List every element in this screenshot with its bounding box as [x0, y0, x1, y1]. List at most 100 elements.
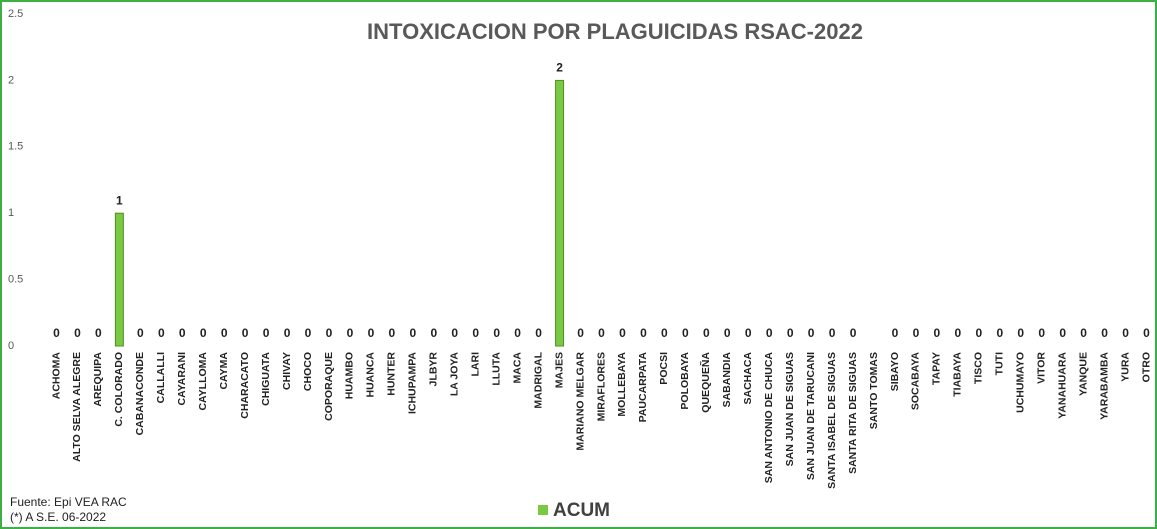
- y-tick-label: 1: [8, 207, 14, 219]
- data-label: 0: [368, 326, 375, 340]
- data-label: 0: [1038, 326, 1045, 340]
- x-tick-label: YANQUE: [1077, 352, 1089, 396]
- x-tick-label: C. COLORADO: [113, 352, 125, 427]
- x-tick-label: SANTA ISABEL DE SIGUAS: [826, 352, 838, 489]
- x-tick-label: MIRAFLORES: [595, 352, 607, 421]
- data-label: 0: [975, 326, 982, 340]
- legend-swatch: [538, 505, 548, 515]
- x-tick-label: AREQUIPA: [92, 352, 104, 407]
- data-label: 0: [95, 326, 102, 340]
- x-tick-label: HUNTER: [386, 352, 398, 396]
- data-label: 0: [347, 326, 354, 340]
- data-label: 0: [1059, 326, 1066, 340]
- y-tick-label: 0.5: [8, 274, 23, 286]
- data-label: 0: [305, 326, 312, 340]
- data-label: 0: [619, 326, 626, 340]
- data-label: 0: [1101, 326, 1108, 340]
- data-label: 0: [892, 326, 899, 340]
- data-label: 0: [850, 326, 857, 340]
- x-tick-label: MADRIGAL: [532, 351, 544, 408]
- bar: [555, 79, 565, 347]
- x-tick-label: TAPAY: [931, 352, 943, 385]
- x-tick-label: CALLALLI: [155, 352, 167, 403]
- x-tick-label: POLOBAYA: [679, 352, 691, 410]
- data-label: 0: [787, 326, 794, 340]
- x-tick-label: SAN JUAN DE SIGUAS: [784, 352, 796, 466]
- data-label: 0: [955, 326, 962, 340]
- data-label: 0: [263, 326, 270, 340]
- x-tick-label: ALTO SELVA ALEGRE: [71, 352, 83, 462]
- data-label: 0: [158, 326, 165, 340]
- data-label: 0: [703, 326, 710, 340]
- data-label: 0: [598, 326, 605, 340]
- data-label: 0: [284, 326, 291, 340]
- data-label: 0: [137, 326, 144, 340]
- x-tick-label: VITOR: [1035, 352, 1047, 384]
- data-label: 0: [221, 326, 228, 340]
- data-label: 0: [1122, 326, 1129, 340]
- data-label: 0: [661, 326, 668, 340]
- data-label: 0: [472, 326, 479, 340]
- data-label: 0: [577, 326, 584, 340]
- x-tick-label: CAYARANI: [176, 352, 188, 406]
- x-tick-label: COPORAQUE: [323, 352, 335, 421]
- data-label: 0: [745, 326, 752, 340]
- data-label: 0: [1143, 326, 1150, 340]
- data-label: 0: [430, 326, 437, 340]
- x-tick-label: CABANACONDE: [134, 352, 146, 435]
- data-label: 0: [53, 326, 60, 340]
- x-tick-label: MARIANO MELGAR: [574, 352, 586, 451]
- data-label: 0: [808, 326, 815, 340]
- data-label: 0: [766, 326, 773, 340]
- note: (*) A S.E. 06-2022: [10, 510, 106, 524]
- x-tick-label: TUTI: [994, 352, 1006, 375]
- data-label: 0: [829, 326, 836, 340]
- x-tick-label: SANTA RITA DE SIGUAS: [847, 352, 859, 474]
- x-tick-label: HUAMBO: [344, 352, 356, 399]
- x-tick-label: SIBAYO: [889, 352, 901, 391]
- x-tick-label: CAYMA: [218, 352, 230, 390]
- y-tick-label: 1.5: [8, 141, 23, 153]
- x-tick-label: MOLLEBAYA: [616, 352, 628, 417]
- x-tick-label: YURA: [1119, 352, 1131, 382]
- x-tick-label: SABANDIA: [721, 352, 733, 408]
- x-tick-label: UCHUMAYO: [1015, 352, 1027, 413]
- y-tick-label: 2: [8, 74, 14, 86]
- x-tick-label: LARI: [470, 352, 482, 377]
- x-tick-label: SAN JUAN DE TARUCANI: [805, 352, 817, 480]
- x-tick-label: ACHOMA: [50, 352, 62, 400]
- x-tick-label: SOCABAYA: [910, 352, 922, 411]
- x-tick-label: LA JOYA: [449, 352, 461, 397]
- y-tick-label: 0: [8, 340, 14, 352]
- data-label: 0: [179, 326, 186, 340]
- data-label: 0: [389, 326, 396, 340]
- y-tick-label: 2.5: [8, 8, 23, 20]
- data-label: 0: [451, 326, 458, 340]
- x-tick-label: TIABAYA: [952, 352, 964, 397]
- x-tick-label: CHIGUATA: [260, 352, 272, 406]
- x-tick-label: POCSI: [658, 352, 670, 385]
- x-tick-label: YARABAMBA: [1098, 352, 1110, 420]
- data-label: 0: [724, 326, 731, 340]
- x-tick-label: YANAHUARA: [1056, 352, 1068, 419]
- data-label: 0: [493, 326, 500, 340]
- data-label: 0: [682, 326, 689, 340]
- data-label: 0: [640, 326, 647, 340]
- data-label: 0: [409, 326, 416, 340]
- data-label: 0: [326, 326, 333, 340]
- x-tick-label: CHARACATO: [239, 352, 251, 419]
- data-label: 0: [200, 326, 207, 340]
- chart-title: INTOXICACION POR PLAGUICIDAS RSAC-2022: [367, 19, 863, 44]
- x-tick-label: HUANCA: [365, 352, 377, 398]
- note: Fuente: Epi VEA RAC: [10, 495, 127, 509]
- data-label: 1: [116, 193, 123, 207]
- x-tick-label: CHOCO: [302, 352, 314, 391]
- x-tick-label: OTRO: [1140, 352, 1152, 382]
- x-tick-label: PAUCARPATA: [637, 352, 649, 423]
- x-tick-label: CHIVAY: [281, 352, 293, 390]
- data-label: 0: [242, 326, 249, 340]
- x-tick-label: SAN ANTONIO DE CHUCA: [763, 352, 775, 484]
- x-tick-label: TISCO: [973, 352, 985, 384]
- x-tick-label: MAJES: [553, 352, 565, 388]
